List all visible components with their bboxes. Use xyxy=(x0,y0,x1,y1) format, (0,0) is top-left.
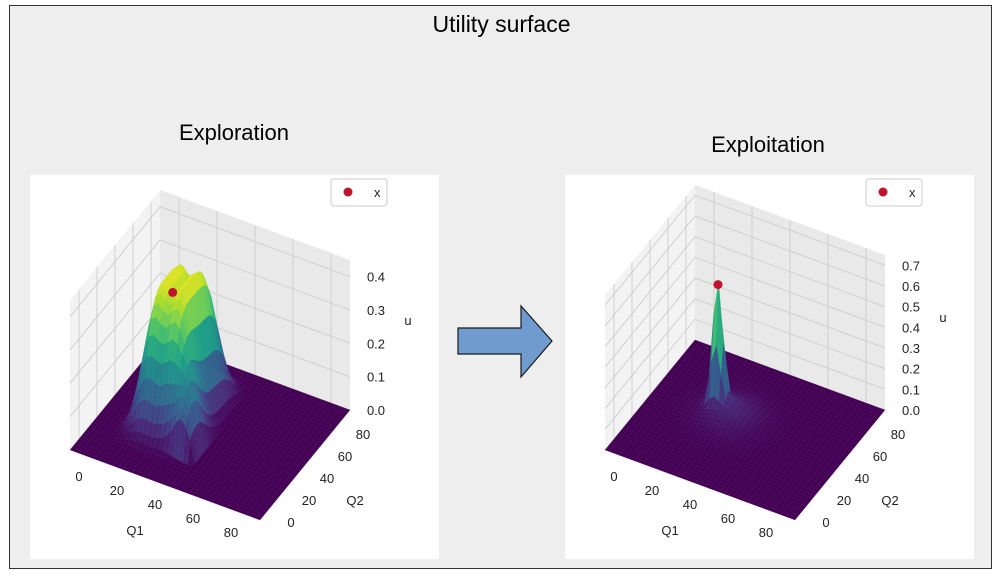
surface xyxy=(69,264,351,521)
legend-label: x xyxy=(909,185,916,200)
legend-marker xyxy=(878,187,888,197)
z-tick-label: 0.6 xyxy=(902,279,920,294)
x-tick-label: 0 xyxy=(75,469,82,484)
z-axis-label: u xyxy=(939,310,946,325)
x-tick-label: 40 xyxy=(148,497,162,512)
z-tick-label: 0.4 xyxy=(902,320,920,335)
x-tick-label: 80 xyxy=(759,525,773,540)
y-tick-label: 80 xyxy=(356,427,370,442)
grid-line xyxy=(604,215,886,327)
y-tick-label: 0 xyxy=(287,515,294,530)
legend-box xyxy=(330,178,388,207)
grid-line xyxy=(604,318,886,430)
z-tick-label: 0.2 xyxy=(902,362,920,377)
y-tick-label: 40 xyxy=(855,471,869,486)
figure-title: Utility surface xyxy=(432,11,571,37)
grid-line xyxy=(69,239,351,351)
y-tick-label: 60 xyxy=(873,449,887,464)
z-tick-label: 0.0 xyxy=(367,403,385,418)
z-tick-label: 0.4 xyxy=(367,270,385,285)
exploitation-chart: 0 20 40 60 80 0 20 40 60 80 0.0 0.1 0.2 0.3 0.4 0.5 0.6 0… xyxy=(604,178,947,540)
x-marker xyxy=(168,287,178,297)
surface-patch xyxy=(254,515,263,521)
exploitation-chart-panel: 0 20 40 60 80 0 20 40 60 80 0.0 0.1 0.2 0.3 0.4 0.5 0.6 0… xyxy=(565,175,974,559)
grid-line xyxy=(604,256,886,368)
z-tick-label: 0.1 xyxy=(367,370,385,385)
x-tick-label: 60 xyxy=(721,511,735,526)
z-tick-label: 0.2 xyxy=(367,336,385,351)
z-tick-label: 0.0 xyxy=(902,403,920,418)
surface xyxy=(604,281,886,521)
x-tick-label: 20 xyxy=(110,483,124,498)
y-axis-label: Q2 xyxy=(346,493,363,508)
legend-box xyxy=(865,178,923,207)
y-tick-label: 40 xyxy=(320,471,334,486)
x-tick-label: 40 xyxy=(683,497,697,512)
legend: x xyxy=(330,178,388,207)
legend: x xyxy=(865,178,923,207)
z-tick-label: 0.1 xyxy=(902,382,920,397)
z-tick-label: 0.5 xyxy=(902,300,920,315)
z-tick-label: 0.3 xyxy=(902,341,920,356)
y-tick-label: 20 xyxy=(302,493,316,508)
y-tick-label: 60 xyxy=(338,449,352,464)
right-arrow-icon xyxy=(457,304,553,379)
exploitation-title: Exploitation xyxy=(711,132,825,157)
surface-patch xyxy=(789,515,798,521)
legend-label: x xyxy=(374,185,381,200)
grid-line xyxy=(69,272,351,384)
arrow-shape xyxy=(457,304,553,379)
exploration-title: Exploration xyxy=(178,120,290,145)
x-axis-label: Q1 xyxy=(126,523,143,538)
x-tick-label: 80 xyxy=(224,525,238,540)
y-tick-label: 20 xyxy=(837,493,851,508)
z-axis-label: u xyxy=(404,313,411,328)
legend-marker xyxy=(343,187,353,197)
x-tick-label: 60 xyxy=(186,511,200,526)
x-axis-label: Q1 xyxy=(661,523,678,538)
y-axis-label: Q2 xyxy=(881,493,898,508)
z-tick-label: 0.7 xyxy=(902,258,920,273)
x-tick-label: 20 xyxy=(645,483,659,498)
grid-line xyxy=(604,298,886,409)
exploration-chart-panel: 0 20 40 60 80 0 20 40 60 80 0.0 0.1 0.2 0.3 0.4 Q1 Q2 u x xyxy=(30,175,439,559)
z-tick-label: 0.3 xyxy=(367,303,385,318)
y-tick-label: 80 xyxy=(891,427,905,442)
grid-line xyxy=(604,236,886,347)
exploration-chart: 0 20 40 60 80 0 20 40 60 80 0.0 0.1 0.2 0.3 0.4 Q1 Q2 u x xyxy=(69,178,412,540)
grid-line xyxy=(604,277,886,389)
grid-line xyxy=(69,206,351,317)
x-tick-label: 0 xyxy=(610,469,617,484)
grid-line xyxy=(604,194,886,306)
x-marker xyxy=(713,280,723,290)
y-tick-label: 0 xyxy=(822,515,829,530)
